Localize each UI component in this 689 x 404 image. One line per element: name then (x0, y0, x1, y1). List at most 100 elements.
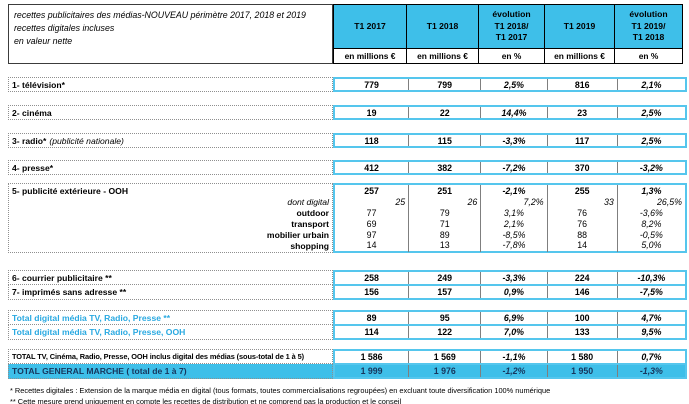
value-cell: 76 (577, 218, 588, 229)
row-label: 3- radio* (publicité nationale) (8, 133, 333, 148)
value-cell: -3,3% (480, 272, 546, 284)
value-cell: 14,4% (480, 107, 546, 118)
table-title-line1: recettes publicitaires des médias-NOUVEA… (14, 10, 306, 34)
column-header-t1-2017: T1 2017 en millions € (333, 4, 407, 64)
value-cell: -3,6% (639, 207, 663, 218)
value-cell: 0,7% (616, 351, 685, 363)
value-cell: 71 (439, 218, 450, 229)
value-cell: 6,9% (480, 312, 546, 324)
row-label-ooh: 5- publicité extérieure - OOH dont digit… (8, 183, 333, 253)
value-cell: 33 (603, 197, 614, 208)
column-header-unit: en % (615, 49, 682, 63)
row-values: 156 157 0,9% 146 -7,5% (333, 285, 687, 300)
value-cell: 2,5% (480, 79, 546, 90)
column-header-unit: en % (479, 49, 544, 63)
value-cell: 26 (467, 197, 478, 208)
row-label: 6- courrier publicitaire ** (8, 270, 333, 285)
row-label: Total digital média TV, Radio, Presse, O… (8, 325, 333, 340)
value-cell: 258 (364, 273, 379, 283)
value-cell: 1 976 (408, 365, 480, 377)
row-label: 1- télévision* (8, 77, 333, 92)
ooh-sublabel-transport: transport (291, 218, 329, 229)
ooh-col-evolution-2018: -2,1% 7,2% 3,1% 2,1% -8,5% -7,8% (480, 185, 546, 252)
row-values: 1 999 1 976 -1,2% 1 950 -1,3% (333, 364, 687, 379)
value-cell: 77 (366, 207, 377, 218)
row-values: 1 586 1 569 -1,1% 1 580 0,7% (333, 349, 687, 364)
value-cell: 133 (546, 326, 617, 338)
footnote-recettes-digitales: * Recettes digitales : Extension de la m… (10, 386, 551, 395)
column-header-unit: en millions € (545, 49, 614, 63)
value-cell: 5,0% (641, 240, 662, 251)
value-cell: 7,0% (480, 326, 546, 338)
value-cell: 14 (577, 240, 588, 251)
value-cell: 89 (366, 313, 377, 323)
value-cell: -8,5% (502, 229, 526, 240)
row-values-ooh: 257 25 77 69 97 14 251 26 79 71 89 13 -2… (333, 183, 687, 253)
value-cell: 23 (546, 107, 617, 118)
table-row-presse: 4- presse* 412 382 -7,2% 370 -3,2% (8, 160, 687, 175)
value-cell: 117 (546, 135, 617, 146)
value-cell: 146 (546, 286, 617, 298)
value-cell: 88 (577, 229, 588, 240)
table-row-total-digital-tv-radio-presse: Total digital média TV, Radio, Presse **… (8, 310, 687, 325)
value-cell: -1,2% (480, 365, 546, 377)
value-cell: 224 (546, 272, 617, 284)
value-cell: 26,5% (657, 197, 682, 208)
row-label: Total digital média TV, Radio, Presse ** (8, 310, 333, 325)
ooh-col-t1-2018: 251 26 79 71 89 13 (408, 185, 480, 252)
column-header-unit: en millions € (407, 49, 478, 63)
value-cell: -2,1% (502, 186, 526, 197)
ooh-sublabel-shopping: shopping (290, 240, 329, 251)
table-row-courrier-publicitaire: 6- courrier publicitaire ** 258 249 -3,3… (8, 270, 687, 285)
column-header-evolution-2018-2017: évolution T1 2018/ T1 2017 en % (478, 4, 545, 64)
value-cell: 251 (437, 186, 453, 197)
value-cell: 4,7% (616, 312, 685, 324)
value-cell: 3,1% (503, 207, 524, 218)
value-cell: 1 950 (546, 365, 617, 377)
value-cell: -1,1% (480, 351, 546, 363)
column-header-unit: en millions € (334, 49, 406, 63)
value-cell: 255 (574, 186, 590, 197)
value-cell: -3,3% (480, 135, 546, 146)
row-label-note: (publicité nationale) (49, 135, 124, 146)
value-cell: 1 580 (546, 351, 617, 363)
column-headers: T1 2017 en millions € T1 2018 en million… (333, 4, 687, 64)
value-cell: 89 (439, 229, 450, 240)
value-cell: 2,5% (616, 107, 685, 118)
row-values: 118 115 -3,3% 117 2,5% (333, 133, 687, 148)
row-label: TOTAL TV, Cinéma, Radio, Presse, OOH inc… (8, 349, 333, 364)
column-header-label: T1 2018 (407, 5, 478, 49)
value-cell: 22 (408, 107, 480, 118)
value-cell: 156 (364, 287, 379, 297)
column-header-t1-2019: T1 2019 en millions € (544, 4, 615, 64)
value-cell: 779 (364, 79, 379, 90)
table-row-radio: 3- radio* (publicité nationale) 118 115 … (8, 133, 687, 148)
value-cell: 69 (366, 218, 377, 229)
revenue-table: recettes publicitaires des médias-NOUVEA… (8, 4, 687, 404)
column-header-evolution-2019-2018: évolution T1 2019/ T1 2018 en % (614, 4, 683, 64)
table-header: recettes publicitaires des médias-NOUVEA… (8, 4, 687, 64)
ooh-col-t1-2017: 257 25 77 69 97 14 (335, 185, 408, 252)
table-row-total-digital-tv-radio-presse-ooh: Total digital média TV, Radio, Presse, O… (8, 325, 687, 340)
value-cell: 118 (364, 135, 379, 146)
column-header-label: T1 2019 (545, 5, 614, 49)
row-label: TOTAL GENERAL MARCHE ( total de 1 à 7) (8, 364, 333, 379)
value-cell: 79 (439, 207, 450, 218)
value-cell: 122 (408, 326, 480, 338)
row-values: 258 249 -3,3% 224 -10,3% (333, 270, 687, 285)
table-row-total-general-marche: TOTAL GENERAL MARCHE ( total de 1 à 7) 1… (8, 364, 687, 379)
row-values: 114 122 7,0% 133 9,5% (333, 325, 687, 340)
value-cell: 1 586 (360, 352, 383, 362)
ooh-col-evolution-2019: 1,3% 26,5% -3,6% 8,2% -0,5% 5,0% (616, 185, 685, 252)
value-cell: 799 (408, 79, 480, 90)
column-header-label: évolution T1 2018/ T1 2017 (479, 5, 544, 49)
value-cell: 249 (408, 272, 480, 284)
column-header-label: évolution T1 2019/ T1 2018 (615, 5, 682, 49)
value-cell: -7,5% (616, 286, 685, 298)
value-cell: 76 (577, 207, 588, 218)
row-label: 4- presse* (8, 160, 333, 175)
value-cell: 1 569 (408, 351, 480, 363)
value-cell: 115 (408, 135, 480, 146)
value-cell: 1 999 (360, 366, 383, 376)
